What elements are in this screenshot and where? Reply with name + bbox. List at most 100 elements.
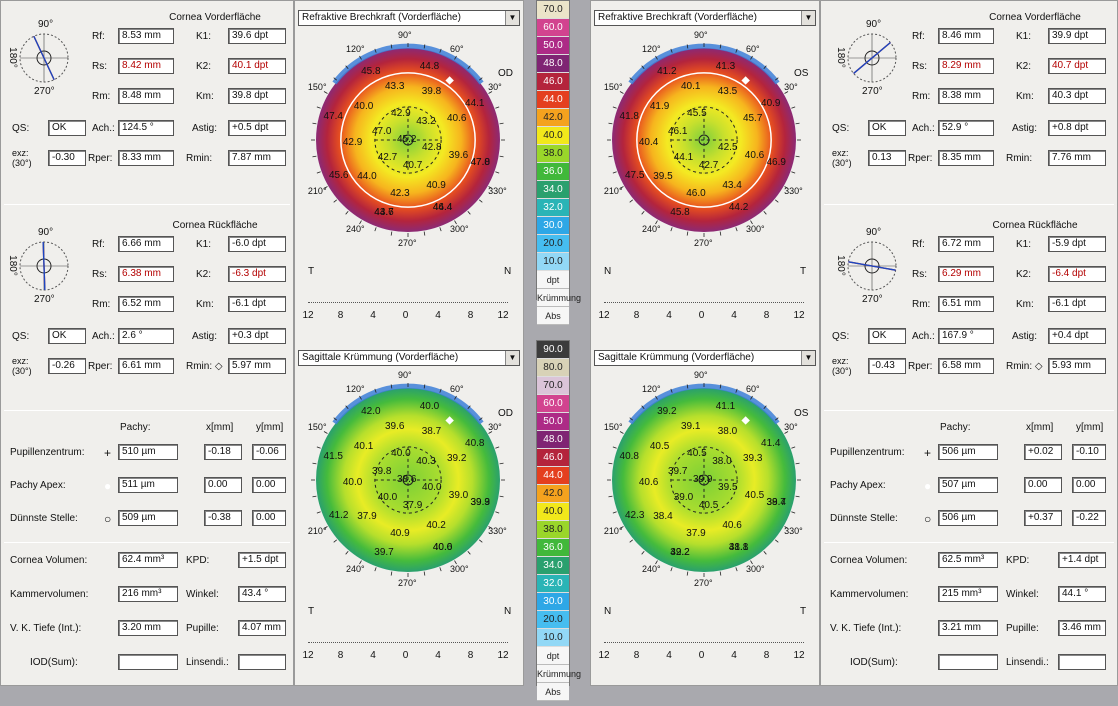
- scale-step: 42.0: [537, 109, 569, 127]
- map-type-label: Sagittale Krümmung (Vorderfläche): [598, 352, 755, 363]
- param-value: 40.1 dpt: [228, 58, 286, 74]
- qs-value: OK: [48, 120, 86, 136]
- scale-step: 40.0: [537, 127, 569, 145]
- map-value-label: 40.3: [416, 456, 436, 468]
- scale-step: 30.0: [537, 593, 569, 611]
- pachy-y-value: -0.10: [1072, 444, 1106, 460]
- misc-label: Linsendi.:: [186, 657, 229, 668]
- misc-label: KPD:: [186, 555, 210, 566]
- map-value-label: 39.1: [680, 421, 701, 433]
- map-value-label: 38.0: [712, 456, 732, 468]
- map-value-label: 37.9: [686, 527, 706, 539]
- scale-step: 60.0: [537, 395, 569, 413]
- mm-axis: [604, 642, 804, 643]
- map-value-label: 40.7: [402, 159, 423, 171]
- axis-label: Ach.:: [92, 123, 115, 134]
- scale-step: 90.0: [537, 341, 569, 359]
- map-value-label: 40.6: [722, 519, 742, 531]
- axis-tick-label: 4: [370, 310, 376, 321]
- map_bottom-right-topography-map: [607, 383, 801, 577]
- map-value-label: 40.1: [680, 81, 701, 93]
- temporal-label: T: [308, 606, 315, 617]
- pachy-symbol-icon: ●: [104, 479, 112, 493]
- map-value-label: 37.9: [357, 510, 377, 522]
- map-value-label: 41.3: [715, 60, 736, 72]
- scale-step: 10.0: [537, 629, 569, 647]
- ring-degree-label: 270°: [694, 238, 713, 248]
- axis-tick-label: 0: [402, 650, 409, 661]
- param-label: Km:: [1016, 299, 1034, 310]
- map-type-label: Refraktive Brechkraft (Vorderfläche): [598, 12, 757, 23]
- axis-tick-label: 8: [337, 310, 344, 321]
- axis-tick-label: 4: [435, 650, 441, 661]
- misc-value: 3.46 mm: [1058, 620, 1106, 636]
- rper-value: 6.61 mm: [118, 358, 174, 374]
- ring-degree-label: 120°: [346, 383, 365, 394]
- pachy-row-label: Dünnste Stelle:: [830, 513, 898, 524]
- color-scale-top: 70.0 60.0 50.0 48.0 46.0 44.0 42.0 40.0 38.0 36.0…: [536, 0, 581, 325]
- y-header: y[mm]: [1076, 422, 1104, 433]
- map-value-label: 40.6: [432, 542, 453, 554]
- back-astig-compass-right: [847, 241, 897, 291]
- param-value: -6.3 dpt: [228, 266, 286, 282]
- ring-degree-label: 270°: [398, 238, 417, 248]
- param-label: Rm:: [92, 299, 111, 310]
- param-value: 6.52 mm: [118, 296, 174, 312]
- misc-value: 43.4 °: [238, 586, 286, 602]
- map-value-label: 40.8: [465, 438, 485, 450]
- param-value: -6.0 dpt: [228, 236, 286, 252]
- rmin-value: 7.76 mm: [1048, 150, 1106, 166]
- compass-270-label: 270°: [34, 294, 55, 305]
- map-type-dropdown[interactable]: Refraktive Brechkraft (Vorderfläche) ▼: [298, 10, 520, 26]
- map_bottom-left-topography-map: [311, 383, 505, 577]
- rmin-value: 5.93 mm: [1048, 358, 1106, 374]
- pachy-value: 506 µm: [938, 510, 998, 526]
- axis-label: Ach.:: [92, 331, 115, 342]
- map-value-label: 40.0: [422, 481, 442, 493]
- map-value-label: 40.6: [638, 476, 659, 488]
- scale-step: 50.0: [537, 37, 569, 55]
- map-value-label: 40.5: [649, 441, 670, 453]
- rmin-value: 5.97 mm: [228, 358, 286, 374]
- map_top-right-topography-map: [607, 43, 801, 237]
- pachy-x-value: 0.00: [204, 477, 242, 493]
- section-divider: [824, 204, 1114, 205]
- rmin-label: Rmin: ◇: [186, 361, 223, 372]
- chevron-down-icon[interactable]: ▼: [801, 11, 815, 25]
- ring-degree-label: 90°: [398, 30, 412, 40]
- param-value: 6.29 mm: [938, 266, 994, 282]
- map-value-label: 44.1: [673, 151, 694, 163]
- rper-label: Rper:: [88, 361, 113, 372]
- map-value-label: 40.0: [391, 448, 411, 460]
- map-value-label: 39.0: [448, 490, 469, 501]
- map-value-label: 39.2: [657, 405, 677, 417]
- chevron-down-icon[interactable]: ▼: [801, 351, 815, 365]
- map-type-dropdown[interactable]: Sagittale Krümmung (Vorderfläche) ▼: [298, 350, 520, 366]
- param-value: 8.48 mm: [118, 88, 174, 104]
- color-scale-bottom: 90.0 80.0 70.0 60.0 50.0 48.0 46.0 44.0 42.0 40.0…: [536, 340, 581, 701]
- axis-tick-label: 8: [763, 650, 770, 661]
- rmin-label: Rmin: ◇: [1006, 361, 1043, 372]
- map-value-label: 40.0: [432, 542, 453, 554]
- map-type-dropdown[interactable]: Sagittale Krümmung (Vorderfläche) ▼: [594, 350, 816, 366]
- map-value-label: 42.0: [361, 405, 381, 417]
- map-type-dropdown[interactable]: Refraktive Brechkraft (Vorderfläche) ▼: [594, 10, 816, 26]
- map-value-label: 40.1: [353, 441, 374, 453]
- chevron-down-icon[interactable]: ▼: [505, 351, 519, 365]
- ring-degree-label: 330°: [784, 526, 803, 536]
- ring-degree-label: 90°: [694, 30, 708, 40]
- misc-value: 4.07 mm: [238, 620, 286, 636]
- scale-type-label: Abs: [537, 307, 569, 325]
- compass-270-label: 270°: [862, 294, 883, 305]
- param-label: Km:: [196, 299, 214, 310]
- scale-mode-label: Krümmung: [537, 665, 581, 683]
- param-value: 8.38 mm: [938, 88, 994, 104]
- x-header: x[mm]: [1026, 422, 1054, 433]
- ring-degree-label: 30°: [784, 422, 798, 432]
- map-value-label: 40.0: [377, 491, 398, 503]
- map-value-label: 40.9: [426, 179, 446, 191]
- y-header: y[mm]: [256, 422, 284, 433]
- scale-step: 30.0: [537, 217, 569, 235]
- chevron-down-icon[interactable]: ▼: [505, 11, 519, 25]
- map-value-label: 38.8: [728, 542, 749, 554]
